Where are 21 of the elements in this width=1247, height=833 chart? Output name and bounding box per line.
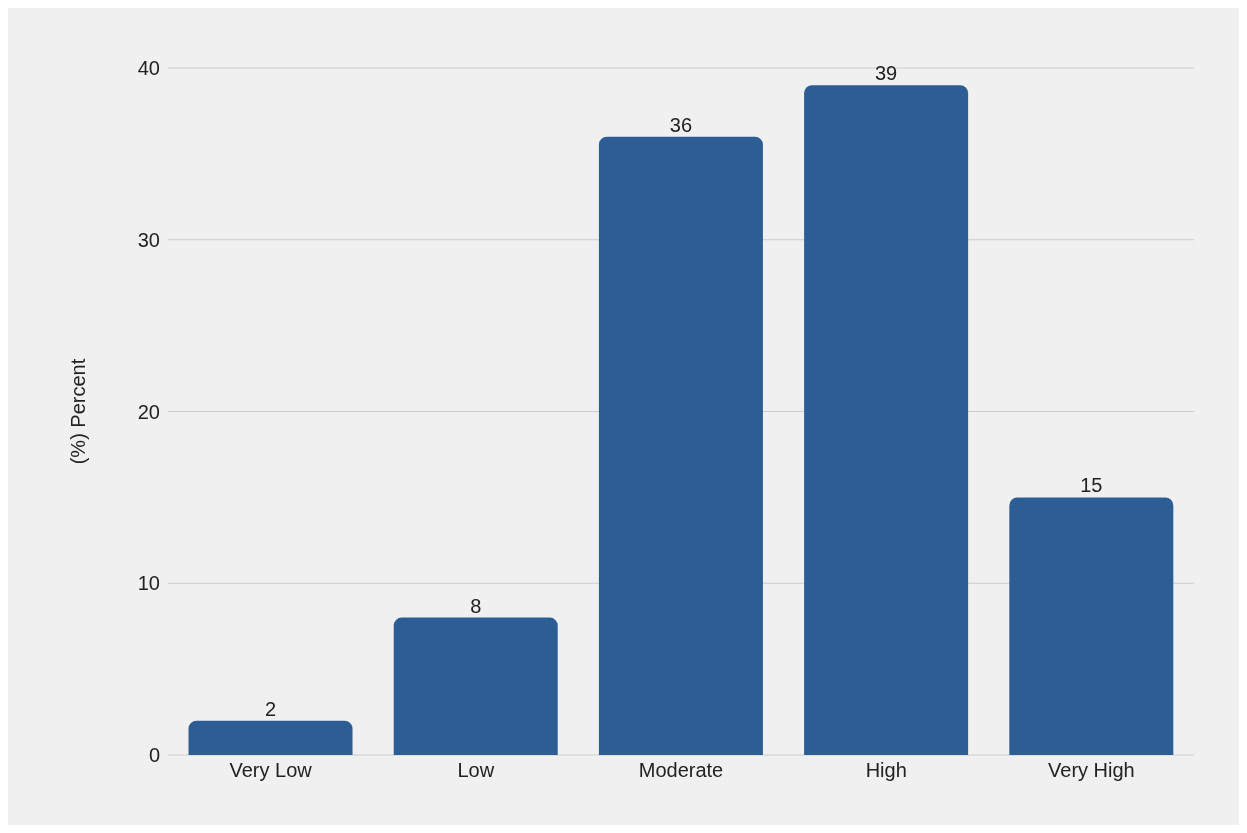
data-label: 36 — [669, 113, 693, 136]
y-tick-label: 30 — [137, 228, 160, 251]
bar — [598, 136, 763, 755]
y-tick-label: 20 — [137, 400, 160, 423]
y-tick-label: 10 — [137, 572, 160, 595]
data-label: 2 — [264, 697, 277, 720]
bar — [1009, 497, 1174, 755]
data-label: 39 — [874, 62, 898, 85]
x-tick-label: Very Low — [229, 759, 313, 782]
bar — [804, 85, 969, 755]
y-tick-label: 40 — [137, 57, 160, 80]
x-tick-label: Low — [457, 759, 495, 782]
y-tick-label: 0 — [148, 744, 160, 767]
bar — [188, 720, 353, 755]
x-tick-label: Very High — [1048, 759, 1135, 782]
y-axis-title: (%) Percent — [67, 358, 90, 465]
x-tick-label: Moderate — [638, 759, 724, 782]
data-label: 15 — [1080, 474, 1103, 497]
bar — [393, 617, 558, 755]
x-tick-label: High — [865, 759, 907, 782]
data-label: 8 — [470, 594, 482, 617]
